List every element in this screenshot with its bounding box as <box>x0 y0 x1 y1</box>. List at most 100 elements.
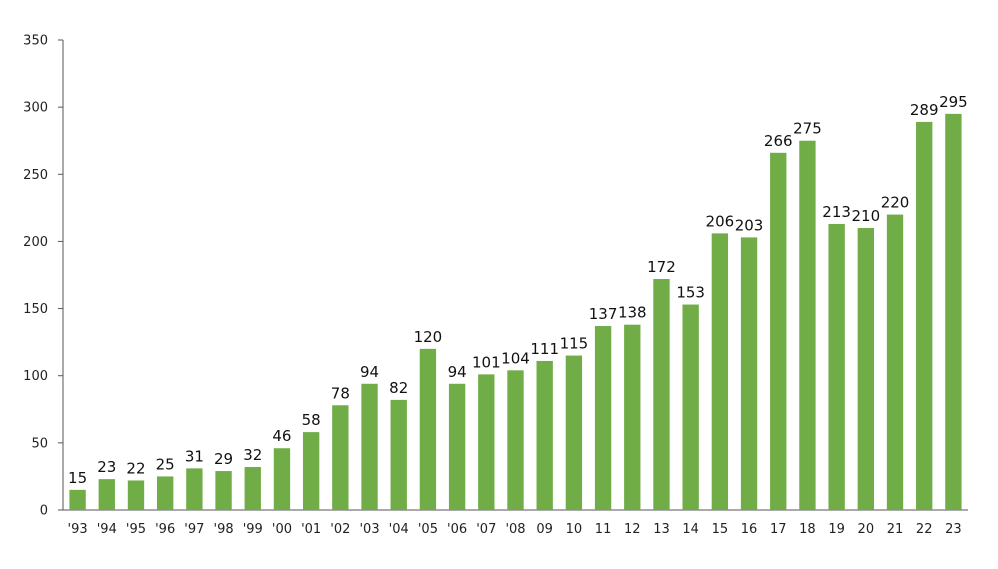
y-axis-tick-label: 50 <box>31 436 48 451</box>
x-axis-tick-label: '99 <box>243 522 263 537</box>
bar-value-label: 210 <box>852 207 881 225</box>
bar-value-label: 137 <box>589 305 618 323</box>
bar <box>886 214 904 511</box>
bar-value-label: 111 <box>530 340 559 358</box>
x-axis-tick-labels: '93 '94 '95 '96 '97 '98 '99 '00 '01 '02 '03 '04 '05 '… <box>68 522 962 537</box>
bar-value-label: 120 <box>414 328 443 346</box>
x-axis-tick-label: '97 <box>184 522 204 537</box>
x-axis-tick-label: '01 <box>301 522 321 537</box>
y-axis-tick-label: 200 <box>23 235 48 250</box>
bar <box>419 348 437 510</box>
x-axis-tick-label: '93 <box>68 522 88 537</box>
x-axis-tick-label: 15 <box>712 522 729 537</box>
x-axis-tick-label: 23 <box>945 522 962 537</box>
bar <box>653 279 670 510</box>
bar <box>916 121 933 511</box>
x-axis-tick-label: 12 <box>624 522 641 537</box>
bar-value-label: 220 <box>881 194 910 212</box>
bar <box>448 383 466 510</box>
bar-value-label: 295 <box>939 93 968 111</box>
bar <box>740 237 758 510</box>
bar-value-label: 22 <box>126 459 145 477</box>
x-axis-tick-label: '04 <box>389 522 409 537</box>
bar <box>127 480 145 510</box>
bar <box>594 326 612 510</box>
bar-value-label: 78 <box>331 384 350 402</box>
bar <box>273 448 291 510</box>
bars <box>69 113 962 511</box>
x-axis-tick-label: '06 <box>447 522 467 537</box>
bar-value-label: 101 <box>472 353 501 371</box>
bar-value-label: 266 <box>764 132 793 150</box>
x-axis-tick-label: '98 <box>214 522 234 537</box>
bar-value-label: 104 <box>501 349 530 367</box>
bar-value-label: 15 <box>68 469 87 487</box>
bar-value-label: 32 <box>243 446 262 464</box>
x-axis-tick-label: '95 <box>126 522 146 537</box>
bar <box>799 140 816 510</box>
bar-value-label: 289 <box>910 101 939 119</box>
x-axis-tick-label: '94 <box>97 522 117 537</box>
bar <box>186 468 203 510</box>
bar <box>945 113 962 510</box>
y-axis-tick-label: 250 <box>23 168 48 183</box>
bar <box>215 471 232 510</box>
x-axis-tick-label: '08 <box>505 522 525 537</box>
bar-value-label: 82 <box>389 379 408 397</box>
bar-value-label: 94 <box>448 363 467 381</box>
x-axis-tick-label: '00 <box>272 522 292 537</box>
x-axis-tick-label: 09 <box>536 522 553 537</box>
bar-value-label: 25 <box>156 455 175 473</box>
x-axis-tick-label: 22 <box>916 522 933 537</box>
bar-value-label: 23 <box>97 458 116 476</box>
y-axis-tick-label: 350 <box>23 34 48 49</box>
x-axis-tick-label: 18 <box>799 522 816 537</box>
bar-value-label: 138 <box>618 304 647 322</box>
bar <box>302 432 320 510</box>
bar <box>478 374 495 510</box>
y-axis-tick-label: 150 <box>23 302 48 317</box>
bar-value-label: 29 <box>214 450 233 468</box>
x-axis-tick-label: '96 <box>155 522 175 537</box>
bar <box>244 467 261 510</box>
x-axis-tick-label: 19 <box>828 522 845 537</box>
x-axis-tick-label: 21 <box>887 522 904 537</box>
x-axis-tick-label: '07 <box>476 522 496 537</box>
bar <box>536 360 553 510</box>
bar <box>770 152 787 511</box>
y-axis-tick-label: 100 <box>23 369 48 384</box>
bar-value-label: 275 <box>793 120 822 138</box>
bar <box>828 223 845 510</box>
bar <box>332 405 349 510</box>
bar-value-label: 203 <box>735 216 764 234</box>
bar <box>682 304 699 510</box>
bar-value-label: 172 <box>647 258 676 276</box>
bar <box>390 399 407 510</box>
bar-value-label: 31 <box>185 447 204 465</box>
bar-value-label: 94 <box>360 363 379 381</box>
bar-value-label: 115 <box>560 335 589 353</box>
bar <box>857 228 874 510</box>
x-axis-tick-label: 20 <box>858 522 875 537</box>
y-axis-tick-labels: 0 50 100 150 200 250 300 350 <box>23 34 48 519</box>
bar-value-label: 206 <box>706 212 735 230</box>
x-axis-tick-label: '03 <box>359 522 379 537</box>
x-axis-tick-label: 10 <box>566 522 583 537</box>
bar-value-label: 153 <box>676 284 705 302</box>
bar-value-label: 58 <box>302 411 321 429</box>
bar-value-label: 46 <box>272 427 291 445</box>
x-axis-tick-label: 13 <box>653 522 670 537</box>
bar <box>711 233 729 510</box>
x-axis-tick-label: 14 <box>682 522 699 537</box>
x-axis-tick-label: '05 <box>418 522 438 537</box>
x-axis-tick-label: 16 <box>741 522 758 537</box>
x-axis-tick-label: 11 <box>595 522 612 537</box>
bar <box>624 324 641 510</box>
bar <box>157 476 174 510</box>
bar <box>507 370 524 510</box>
bar <box>565 355 583 510</box>
bar <box>98 479 115 510</box>
